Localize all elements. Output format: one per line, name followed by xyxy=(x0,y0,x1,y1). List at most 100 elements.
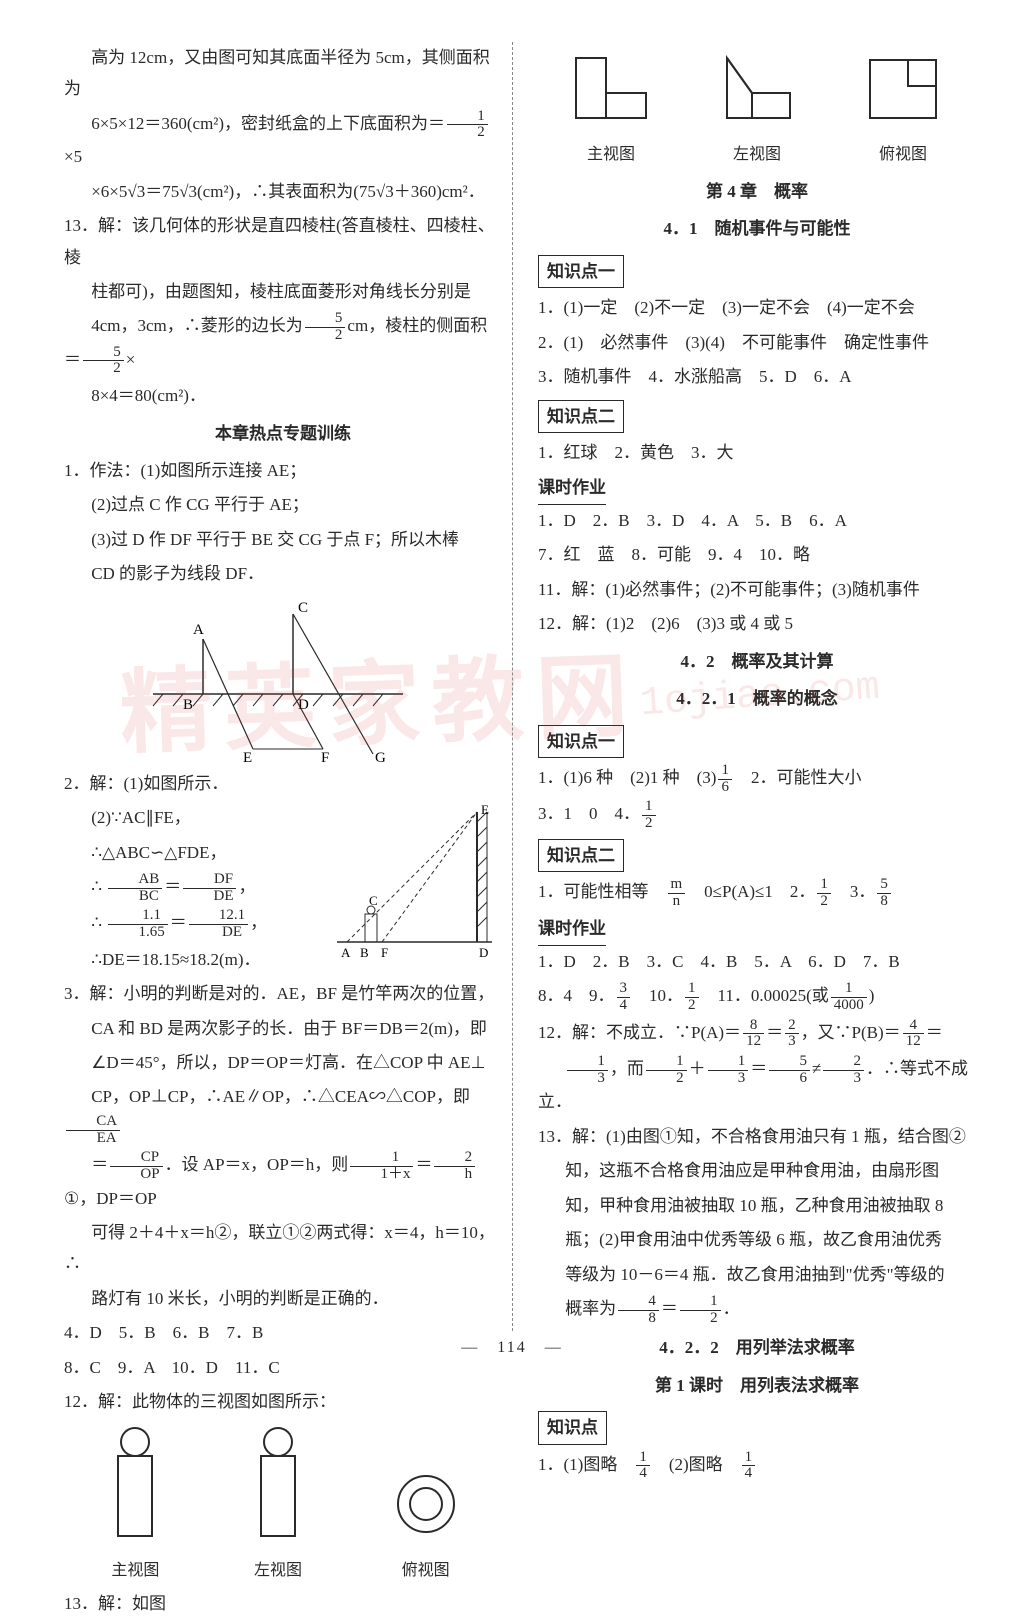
text: ∴ 1.11.65＝12.1DE， xyxy=(64,907,327,940)
svg-text:G: G xyxy=(375,750,386,764)
text: 概率为48＝12． xyxy=(538,1293,976,1326)
text: ≠ xyxy=(812,1059,821,1078)
top-view: 俯视图 xyxy=(386,1424,466,1586)
text: 0≤P(A)≤1 2． xyxy=(687,882,815,901)
fraction: 34 xyxy=(617,981,631,1014)
denom: 2 xyxy=(680,1311,721,1327)
text: ①，DP＝OP xyxy=(64,1189,157,1208)
text: ＋ xyxy=(689,1059,706,1078)
denom: 2 xyxy=(447,125,488,141)
numer: 12.1 xyxy=(189,908,248,925)
text: 12．解：此物体的三视图如图所示： xyxy=(64,1386,502,1417)
denom: EA xyxy=(66,1131,120,1147)
numer: 2 xyxy=(823,1054,864,1071)
denom: 2 xyxy=(685,998,699,1014)
text: 1．(1)一定 (2)不一定 (3)一定不会 (4)一定不会 xyxy=(538,292,976,323)
text: 8×4＝80(cm²)． xyxy=(64,380,502,411)
text: 概率为 xyxy=(565,1299,616,1318)
fraction: 52 xyxy=(305,311,346,344)
fraction: 48 xyxy=(618,1294,659,1327)
text: (2)∵AC∥FE， xyxy=(64,802,327,833)
text: 知，甲种食用油被抽取 10 瓶，乙种食用油被抽取 8 xyxy=(538,1190,976,1221)
text: 6×5×12＝360(cm²)，密封纸盒的上下底面积为＝ xyxy=(91,114,445,133)
knowledge-box: 知识点一 xyxy=(538,255,624,288)
denom: h xyxy=(434,1167,475,1183)
numer: 5 xyxy=(83,345,124,362)
view-label: 主视图 xyxy=(100,1556,170,1586)
text: ＝ xyxy=(926,1023,943,1042)
answer-row: 1．D 2．B 3．D 4．A 5．B 6．A xyxy=(538,505,976,536)
text: 2．(1) 必然事件 (3)(4) 不可能事件 确定性事件 xyxy=(538,327,976,358)
denom: 2 xyxy=(646,1071,687,1087)
page-number: — 114 — xyxy=(0,1333,1024,1363)
top-view: 俯视图 xyxy=(858,48,948,170)
text: 12．解：不成立．∵P(A)＝ xyxy=(538,1023,741,1042)
text: 2．可能性大小 xyxy=(734,768,862,787)
text: × xyxy=(126,350,136,369)
front-view: 主视图 xyxy=(100,1424,170,1586)
text: 11．0.00025(或 xyxy=(701,986,829,1005)
numer: 1 xyxy=(718,763,732,780)
front-view: 主视图 xyxy=(566,48,656,170)
view-label: 主视图 xyxy=(566,140,656,170)
denom: 8 xyxy=(618,1311,659,1327)
svg-text:D: D xyxy=(479,945,488,960)
text: ∴△ABC∽△FDE， xyxy=(64,837,327,868)
view-label: 左视图 xyxy=(712,140,802,170)
numer: 1 xyxy=(817,877,831,894)
section-title: 第 1 课时 用列表法求概率 xyxy=(538,1370,976,1401)
svg-text:B: B xyxy=(360,945,369,960)
numer: 8 xyxy=(743,1018,764,1035)
fraction: 12.1DE xyxy=(189,908,248,941)
text: 可得 2＋4＋x＝h②，联立①②两式得：x＝4，h＝10，∴ xyxy=(64,1217,502,1280)
homework-title: 课时作业 xyxy=(538,472,606,505)
three-views-top: 主视图 左视图 俯视图 xyxy=(538,48,976,170)
denom: 4 xyxy=(636,1466,650,1482)
numer: 4 xyxy=(618,1294,659,1311)
numer: 1.1 xyxy=(108,908,167,925)
text: ． xyxy=(723,1299,740,1318)
text: 柱都可)，由题图知，棱柱底面菱形对角线长分别是 xyxy=(64,276,502,307)
denom: 6 xyxy=(718,780,732,796)
numer: 2 xyxy=(785,1018,799,1035)
text: 1．(1)图略 xyxy=(538,1455,634,1474)
text: ．设 AP＝x，OP＝h，则 xyxy=(165,1155,349,1174)
text: 路灯有 10 米长，小明的判断是正确的． xyxy=(64,1283,502,1314)
text: ，又∵P(B)＝ xyxy=(801,1023,901,1042)
numer: DF xyxy=(183,872,236,889)
fraction: 56 xyxy=(769,1054,810,1087)
figure-similar-triangles: A B F C D E xyxy=(327,802,502,962)
fraction: 12 xyxy=(680,1294,721,1327)
denom: DE xyxy=(189,925,248,941)
svg-text:B: B xyxy=(183,697,193,713)
denom: OP xyxy=(110,1167,162,1183)
denom: 6 xyxy=(769,1071,810,1087)
fraction: 12 xyxy=(817,877,831,910)
numer: m xyxy=(668,877,686,894)
text: 2．解：(1)如图所示． xyxy=(64,768,502,799)
text: ＝CPOP．设 AP＝x，OP＝h，则11＋x＝2h①，DP＝OP xyxy=(64,1149,502,1214)
fraction: 11＋x xyxy=(350,1150,413,1183)
text: ) xyxy=(869,986,875,1005)
svg-text:F: F xyxy=(381,945,388,960)
text: 1．红球 2．黄色 3．大 xyxy=(538,437,976,468)
numer: 1 xyxy=(742,1450,756,1467)
text: 4cm，3cm，∴菱形的边长为52cm，棱柱的侧面积＝52× xyxy=(64,310,502,377)
denom: 1＋x xyxy=(350,1167,413,1183)
answer-row: 1．D 2．B 3．C 4．B 5．A 6．D 7．B xyxy=(538,946,976,977)
text: 1．可能性相等 xyxy=(538,882,666,901)
numer: 1 xyxy=(831,981,867,998)
fraction: 412 xyxy=(903,1018,924,1051)
denom: 8 xyxy=(877,894,891,910)
fraction: 12 xyxy=(642,799,656,832)
fraction: ABBC xyxy=(108,872,162,905)
numer: 2 xyxy=(434,1150,475,1167)
text: ∴ xyxy=(91,913,102,932)
numer: 1 xyxy=(447,109,488,126)
text: 11．解：(1)必然事件；(2)不可能事件；(3)随机事件 xyxy=(538,574,976,605)
left-view: 左视图 xyxy=(243,1424,313,1586)
text: 3．解：小明的判断是对的．AE，BF 是竹竿两次的位置， xyxy=(64,978,502,1009)
text: ×6×5√3＝75√3(cm²)，∴其表面积为(75√3＋360)cm²． xyxy=(64,176,502,207)
view-label: 俯视图 xyxy=(858,140,948,170)
text: ∠D＝45°，所以，DP＝OP＝灯高．在△COP 中 AE⊥ xyxy=(64,1047,502,1078)
